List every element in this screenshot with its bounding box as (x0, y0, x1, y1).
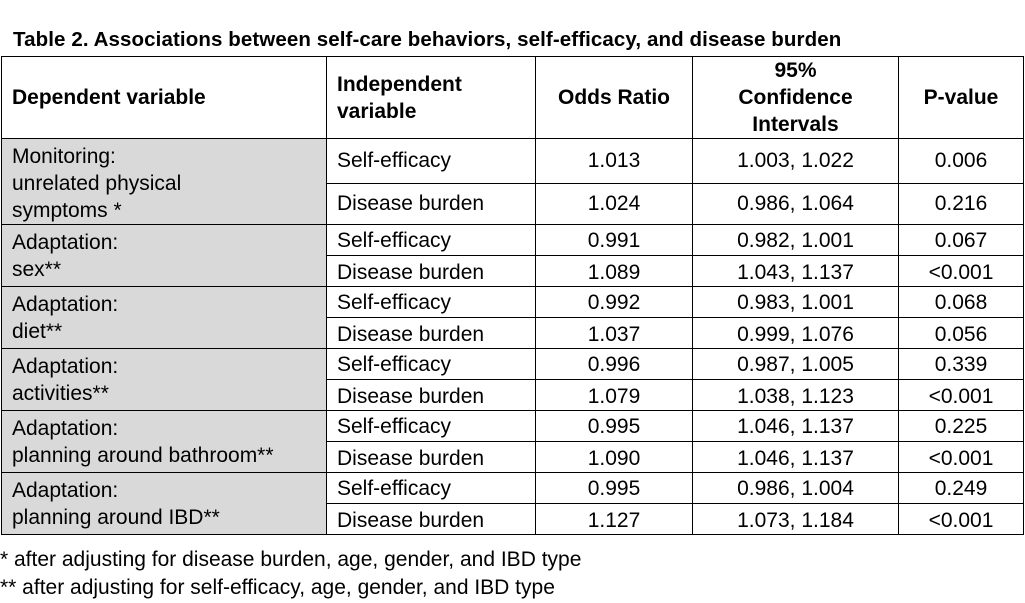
odds-ratio-cell: 1.090 (535, 441, 693, 473)
dependent-variable-cell: Adaptation: planning around bathroom** (1, 410, 327, 473)
independent-variable-cell: Self-efficacy (326, 410, 536, 442)
independent-variable-cell: Disease burden (326, 182, 536, 226)
header-independent-variable: Independent variable (326, 56, 536, 139)
confidence-interval-cell: 0.987, 1.005 (692, 348, 899, 380)
odds-ratio-cell: 0.995 (535, 472, 693, 504)
confidence-interval-cell: 0.982, 1.001 (692, 224, 899, 256)
footnote-single-asterisk: * after adjusting for disease burden, ag… (0, 548, 582, 571)
header-p-value: P-value (898, 56, 1024, 139)
confidence-interval-cell: 1.003, 1.022 (692, 138, 899, 184)
dependent-variable-cell: Adaptation: sex** (1, 224, 327, 287)
table-row: Disease burden 1.127 1.073, 1.184 <0.001 (2, 503, 1024, 535)
table-row: Adaptation: activities** Self-efficacy 0.… (1, 348, 1024, 411)
dependent-variable-cell: Adaptation: planning around IBD** (1, 472, 327, 535)
independent-variable-cell: Self-efficacy (326, 348, 536, 380)
table-row: Disease burden 1.037 0.999, 1.076 0.056 (2, 317, 1024, 349)
p-value-cell: 0.225 (898, 410, 1024, 442)
table-row: Disease burden 1.024 0.986, 1.064 0.216 (2, 182, 1024, 226)
table-row: Disease burden 1.090 1.046, 1.137 <0.001 (2, 441, 1024, 473)
independent-variable-cell: Self-efficacy (326, 138, 536, 184)
dependent-variable-cell: Adaptation: diet** (1, 286, 327, 349)
confidence-interval-cell: 1.046, 1.137 (692, 441, 899, 473)
independent-variable-cell: Self-efficacy (326, 286, 536, 318)
header-odds-ratio: Odds Ratio (535, 56, 693, 139)
confidence-interval-cell: 1.046, 1.137 (692, 410, 899, 442)
table-row: Monitoring: unrelated physical symptoms * … (1, 138, 1024, 225)
table-row: Adaptation: planning around bathroom** Se… (1, 410, 1024, 473)
confidence-interval-cell: 1.073, 1.184 (692, 503, 899, 535)
header-dependent-variable: Dependent variable (1, 56, 327, 139)
p-value-cell: <0.001 (898, 441, 1024, 473)
p-value-cell: 0.068 (898, 286, 1024, 318)
confidence-interval-cell: 0.999, 1.076 (692, 317, 899, 349)
p-value-cell: 0.056 (898, 317, 1024, 349)
confidence-interval-cell: 0.983, 1.001 (692, 286, 899, 318)
p-value-cell: <0.001 (898, 503, 1024, 535)
odds-ratio-cell: 1.079 (535, 379, 693, 411)
independent-variable-cell: Disease burden (326, 317, 536, 349)
table-row: Adaptation: planning around IBD** Self-ef… (1, 472, 1024, 535)
table-caption: Table 2. Associations between self-care … (13, 28, 842, 51)
confidence-interval-cell: 0.986, 1.064 (692, 182, 899, 226)
odds-ratio-cell: 1.024 (535, 182, 693, 226)
confidence-interval-cell: 1.038, 1.123 (692, 379, 899, 411)
table-row: Adaptation: diet** Self-efficacy 0.992 0.… (1, 286, 1024, 349)
p-value-cell: 0.249 (898, 472, 1024, 504)
odds-ratio-cell: 0.995 (535, 410, 693, 442)
odds-ratio-cell: 1.013 (535, 138, 693, 184)
odds-ratio-cell: 0.991 (535, 224, 693, 256)
confidence-interval-cell: 0.986, 1.004 (692, 472, 899, 504)
table-row: Adaptation: sex** Self-efficacy 0.991 0.9… (1, 224, 1024, 287)
independent-variable-cell: Disease burden (326, 379, 536, 411)
table-row: Disease burden 1.089 1.043, 1.137 <0.001 (2, 255, 1024, 287)
independent-variable-cell: Self-efficacy (326, 224, 536, 256)
dependent-variable-cell: Adaptation: activities** (1, 348, 327, 411)
p-value-cell: 0.006 (898, 138, 1024, 184)
odds-ratio-cell: 1.089 (535, 255, 693, 287)
p-value-cell: <0.001 (898, 255, 1024, 287)
p-value-cell: 0.339 (898, 348, 1024, 380)
odds-ratio-cell: 1.037 (535, 317, 693, 349)
independent-variable-cell: Disease burden (326, 255, 536, 287)
header-row: Dependent variable Independent variable O… (1, 56, 1024, 139)
dependent-variable-cell: Monitoring: unrelated physical symptoms * (1, 138, 327, 225)
results-table: Dependent variable Independent variable O… (1, 56, 1024, 535)
odds-ratio-cell: 0.996 (535, 348, 693, 380)
p-value-cell: 0.067 (898, 224, 1024, 256)
independent-variable-cell: Disease burden (326, 441, 536, 473)
footnote-double-asterisk: ** after adjusting for self-efficacy, ag… (0, 576, 555, 599)
p-value-cell: <0.001 (898, 379, 1024, 411)
table-row: Disease burden 1.079 1.038, 1.123 <0.001 (2, 379, 1024, 411)
header-confidence-intervals: 95% Confidence Intervals (692, 56, 899, 139)
p-value-cell: 0.216 (898, 182, 1024, 226)
independent-variable-cell: Self-efficacy (326, 472, 536, 504)
odds-ratio-cell: 1.127 (535, 503, 693, 535)
independent-variable-cell: Disease burden (326, 503, 536, 535)
confidence-interval-cell: 1.043, 1.137 (692, 255, 899, 287)
odds-ratio-cell: 0.992 (535, 286, 693, 318)
